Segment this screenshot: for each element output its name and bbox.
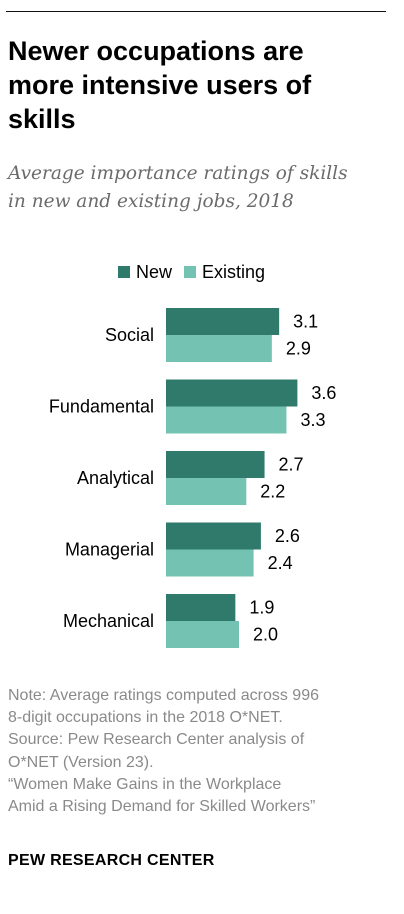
subtitle-line: Average importance ratings of skills bbox=[8, 163, 348, 184]
bar-existing bbox=[166, 478, 247, 505]
title-line: Newer occupations are bbox=[8, 36, 304, 66]
value-label-existing: 2.9 bbox=[286, 339, 311, 359]
value-label-existing: 3.3 bbox=[300, 410, 325, 430]
note-line: 8-digit occupations in the 2018 O*NET. bbox=[8, 709, 283, 727]
value-label-new: 3.1 bbox=[293, 312, 318, 332]
notes: Note: Average ratings computed across 99… bbox=[8, 685, 400, 818]
chart-subtitle: Average importance ratings of skills in … bbox=[8, 160, 398, 216]
title-line: skills bbox=[8, 104, 76, 134]
bar-chart: Social 3.1 2.9 Fundamental 3.6 3.3 Analytical 2… bbox=[49, 308, 336, 648]
value-label-existing: 2.2 bbox=[260, 482, 285, 502]
legend: New Existing bbox=[118, 262, 277, 282]
bar-new bbox=[166, 522, 261, 550]
subtitle-line: in new and existing jobs, 2018 bbox=[8, 191, 294, 212]
value-label-new: 2.7 bbox=[279, 455, 304, 475]
bar-new bbox=[166, 594, 236, 621]
chart-title: Newer occupations are more intensive use… bbox=[8, 34, 388, 136]
pew-research-center-brand: PEW RESEARCH CENTER bbox=[8, 852, 215, 869]
note-line: Note: Average ratings computed across 99… bbox=[8, 687, 319, 704]
top-rule bbox=[6, 11, 386, 12]
source-line: Source: Pew Research Center analysis of bbox=[8, 731, 305, 749]
bar-existing bbox=[166, 335, 272, 362]
legend-item-existing: Existing bbox=[184, 262, 265, 283]
legend-swatch-new bbox=[118, 266, 130, 278]
category-label: Analytical bbox=[77, 468, 154, 488]
title-line: more intensive users of bbox=[8, 70, 312, 100]
bar-existing bbox=[166, 549, 254, 577]
category-label: Managerial bbox=[65, 540, 154, 560]
value-label-existing: 2.0 bbox=[253, 625, 278, 645]
legend-label-existing: Existing bbox=[202, 261, 266, 282]
report-title-line: “Women Make Gains in the Workplace bbox=[8, 775, 282, 793]
bar-existing bbox=[166, 406, 287, 434]
bar-new bbox=[166, 451, 265, 478]
value-label-existing: 2.4 bbox=[268, 553, 293, 573]
category-label: Fundamental bbox=[49, 397, 154, 417]
category-label: Social bbox=[105, 325, 154, 345]
bar-new bbox=[166, 308, 280, 335]
bar-existing bbox=[166, 621, 239, 648]
source-line: O*NET (Version 23). bbox=[8, 753, 154, 771]
bar-new bbox=[166, 379, 298, 407]
legend-item-new: New bbox=[118, 262, 172, 283]
category-label: Mechanical bbox=[63, 611, 154, 631]
value-label-new: 2.6 bbox=[275, 526, 300, 546]
value-label-new: 3.6 bbox=[311, 383, 336, 403]
report-title-line: Amid a Rising Demand for Skilled Workers… bbox=[8, 798, 316, 816]
legend-label-new: New bbox=[136, 261, 173, 282]
legend-swatch-existing bbox=[184, 266, 197, 278]
value-label-new: 1.9 bbox=[249, 598, 274, 618]
